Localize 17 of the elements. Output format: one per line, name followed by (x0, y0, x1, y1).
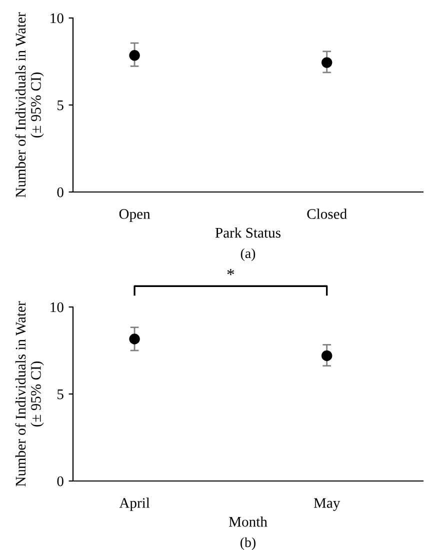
x-tick-label: April (119, 498, 150, 511)
y-tick-label: 5 (58, 100, 64, 110)
y-tick-label: 0 (57, 476, 64, 486)
x-axis-title: Month (228, 516, 268, 527)
y-tick-label: 10 (50, 13, 64, 24)
text: (b) (240, 537, 256, 550)
x-axis-title: Park Status (215, 227, 280, 238)
x-tick-label: Closed (307, 208, 347, 219)
y-tick-label: 0 (57, 187, 64, 198)
x-tick-label: Open (119, 209, 150, 222)
text: (a) (240, 248, 256, 261)
y-axis-title: Number of Individuals in Water (± 95% CI) (15, 12, 44, 198)
x-tick-label: May (314, 498, 340, 511)
y-axis-title: Number of Individuals in Water (± 95% CI) (15, 301, 44, 486)
text: * (227, 269, 234, 276)
y-tick-label: 10 (50, 302, 64, 312)
y-tick-label: 5 (58, 390, 64, 400)
